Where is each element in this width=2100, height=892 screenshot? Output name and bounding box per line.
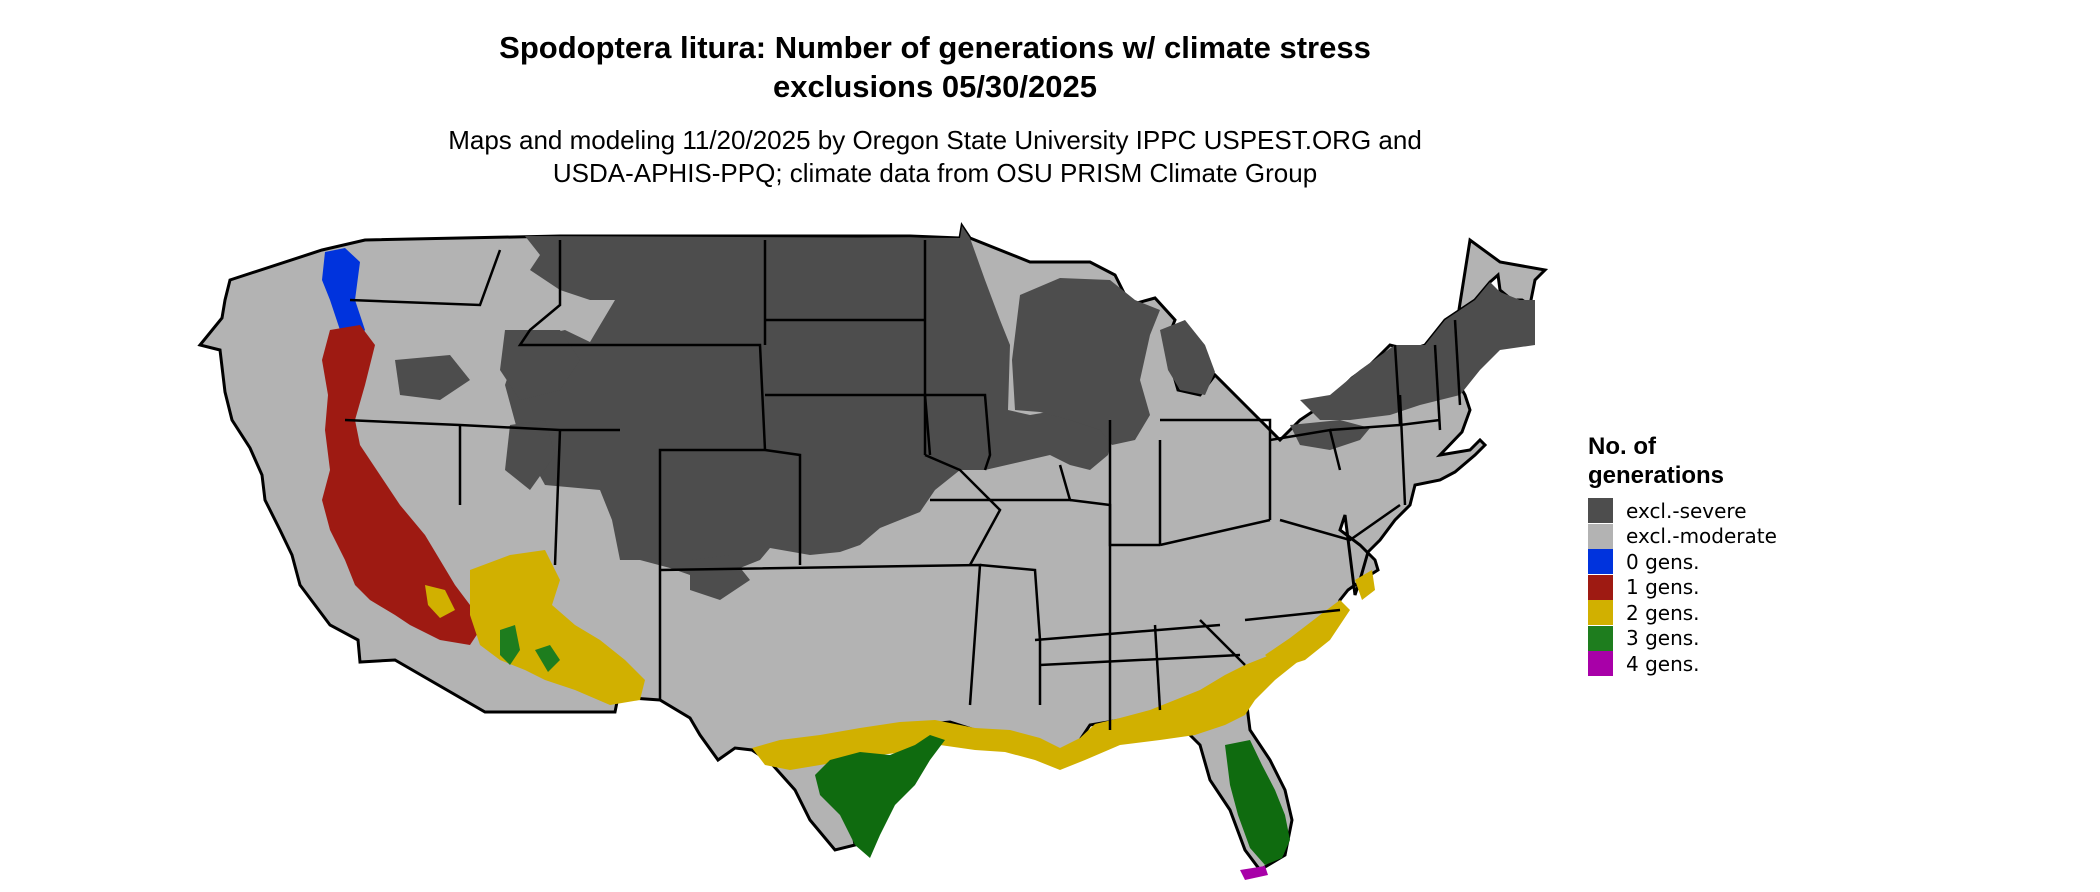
two-gens-nc-coast <box>1355 570 1375 600</box>
legend-label: excl.-severe <box>1626 498 1747 523</box>
legend-label: excl.-moderate <box>1626 524 1777 549</box>
legend-swatch <box>1588 523 1613 549</box>
severe-north-central <box>505 226 1115 585</box>
subtitle-line-1: Maps and modeling 11/20/2025 by Oregon S… <box>448 125 1422 155</box>
legend-item-2-gens: 2 gens. <box>1588 600 1777 626</box>
legend-title: No. of generations <box>1588 432 1777 490</box>
severe-idaho-patch <box>500 330 580 400</box>
legend-swatch <box>1588 574 1613 600</box>
three-gens-florida <box>1225 740 1290 865</box>
severe-oregon-patch <box>395 355 470 400</box>
legend: No. of generations excl.-severe excl.-mo… <box>1588 432 1777 677</box>
subtitle-line-2: USDA-APHIS-PPQ; climate data from OSU PR… <box>552 158 1318 188</box>
three-gens-az <box>535 645 560 672</box>
legend-label: 3 gens. <box>1626 626 1700 651</box>
legend-swatch <box>1588 549 1613 575</box>
two-gens-socal <box>425 585 455 618</box>
severe-newmexico-patch <box>690 555 750 600</box>
legend-item-excl-moderate: excl.-moderate <box>1588 523 1777 550</box>
legend-list: excl.-severe excl.-moderate 0 gens. 1 ge… <box>1588 498 1777 677</box>
legend-item-excl-severe: excl.-severe <box>1588 498 1777 524</box>
map-subtitle: Maps and modeling 11/20/2025 by Oregon S… <box>0 124 1870 190</box>
legend-item-4-gens: 4 gens. <box>1588 651 1777 677</box>
severe-great-lakes <box>1012 278 1160 445</box>
legend-label: 1 gens. <box>1626 575 1700 600</box>
state-borders <box>344 240 1462 730</box>
severe-utah-patch <box>505 420 555 490</box>
two-gens-gulf-coast <box>752 645 1300 770</box>
two-gens-carolina <box>1265 600 1350 668</box>
legend-swatch <box>1588 600 1613 626</box>
two-gens-southwest <box>470 550 645 705</box>
severe-northeast <box>1300 282 1535 420</box>
four-gens-keys <box>1240 866 1268 880</box>
three-gens-south-texas <box>815 735 945 858</box>
legend-title-line-1: No. of <box>1588 433 1656 460</box>
severe-michigan <box>1160 320 1215 395</box>
legend-swatch <box>1588 498 1613 524</box>
legend-swatch <box>1588 625 1613 651</box>
one-gen-pacific-coast <box>322 325 480 645</box>
legend-label: 2 gens. <box>1626 600 1700 625</box>
legend-title-line-2: generations <box>1588 462 1725 489</box>
legend-label: 4 gens. <box>1626 651 1700 676</box>
title-line-2: exclusions 05/30/2025 <box>772 69 1097 104</box>
map-title: Spodoptera litura: Number of generations… <box>0 28 1870 106</box>
legend-item-1-gens: 1 gens. <box>1588 574 1777 601</box>
title-line-1: Spodoptera litura: Number of generations… <box>499 30 1371 65</box>
legend-swatch <box>1588 651 1613 677</box>
zero-gens-wa-coast <box>322 248 365 350</box>
three-gens-low-desert <box>500 625 520 665</box>
legend-label: 0 gens. <box>1626 549 1700 574</box>
legend-item-3-gens: 3 gens. <box>1588 625 1777 652</box>
legend-item-0-gens: 0 gens. <box>1588 549 1777 575</box>
